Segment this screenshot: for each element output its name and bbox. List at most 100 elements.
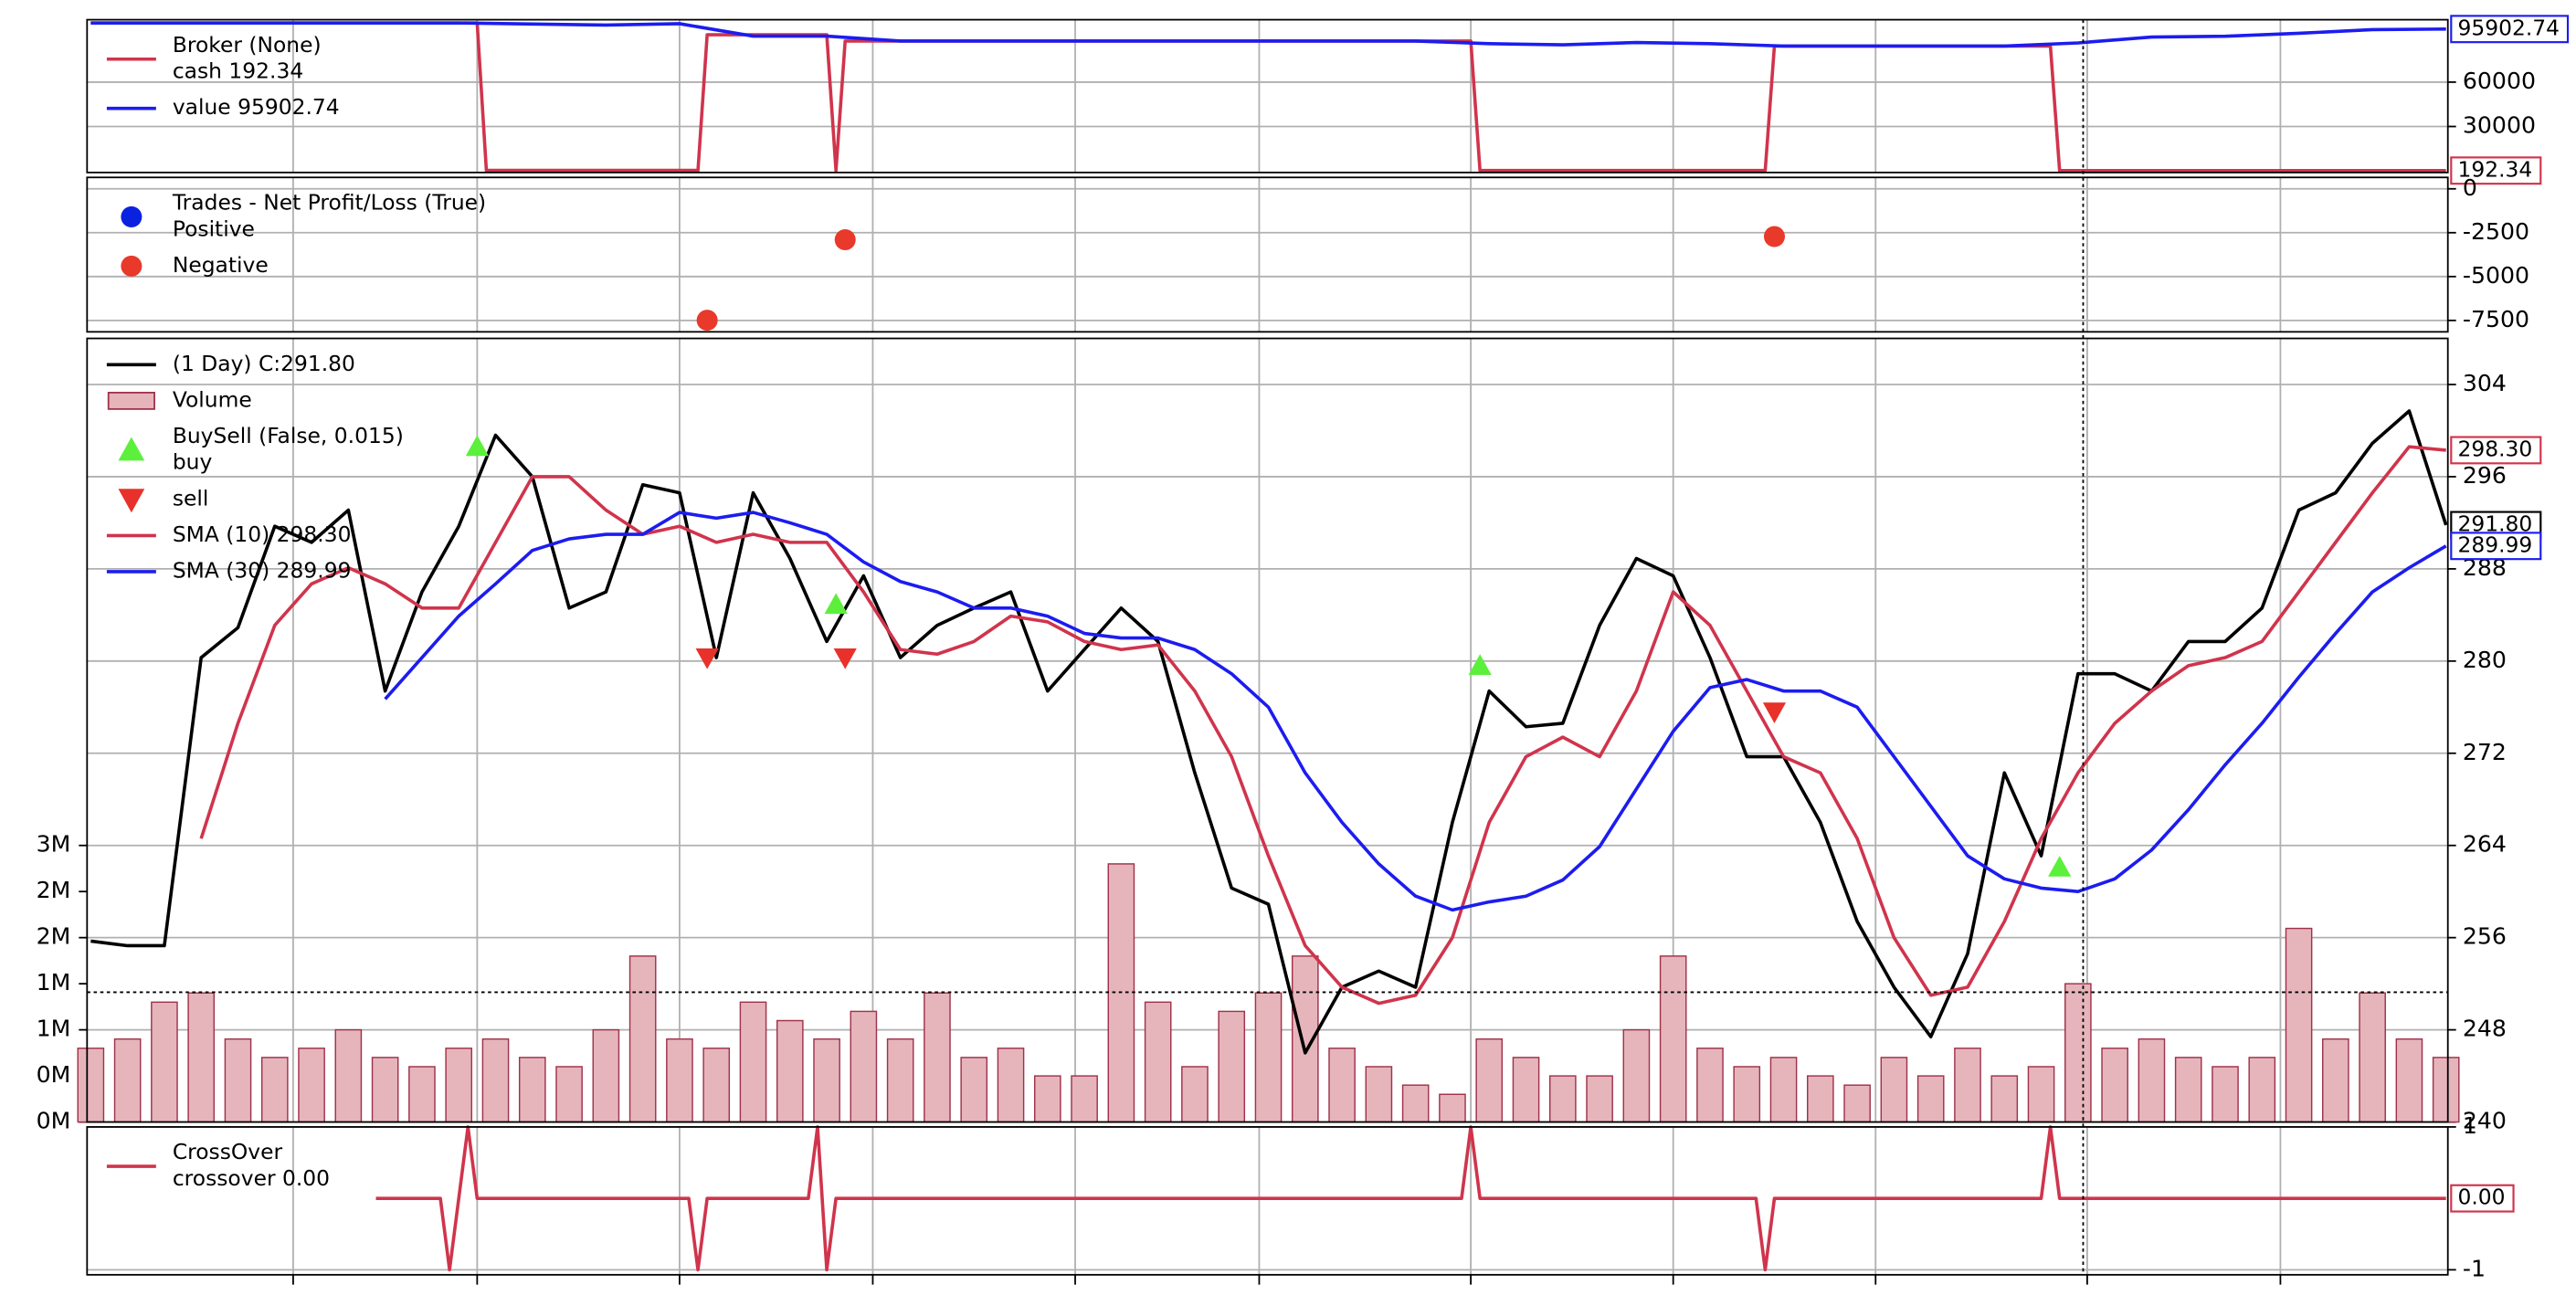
volume-bar (1990, 1075, 2019, 1123)
volume-bar (1071, 1075, 1098, 1123)
y-tick-label: 30000 (2463, 112, 2536, 139)
volume-bar (1549, 1075, 1577, 1123)
legend-label: Negative (173, 252, 269, 278)
y2-tick-label: 0M (37, 1061, 71, 1088)
volume-bar (1328, 1048, 1356, 1123)
y-tick-label: 60000 (2463, 68, 2536, 94)
legend-symbol (118, 489, 145, 513)
value-tag-box (2450, 532, 2542, 561)
legend-header: CrossOver (173, 1139, 283, 1164)
volume-bar (2101, 1048, 2128, 1123)
volume-bar (1916, 1075, 1945, 1123)
legend-label: SMA (10) 298.30 (173, 521, 352, 547)
y-tick-label: 296 (2463, 462, 2507, 489)
volume-bar (1843, 1084, 1871, 1123)
panel-frame (86, 1126, 2449, 1276)
legend-symbol (107, 392, 155, 410)
volume-bar (1769, 1057, 1798, 1123)
volume-bar (1218, 1010, 1246, 1123)
series-line (375, 1125, 2446, 1272)
legend-label: (1 Day) C:291.80 (173, 351, 355, 376)
volume-bar (886, 1037, 914, 1123)
y-tick-label: 0 (2463, 174, 2477, 201)
volume-bar (1439, 1093, 1466, 1123)
volume-bar (1880, 1057, 1908, 1123)
y-tick-label: 240 (2463, 1108, 2507, 1134)
volume-bar (1144, 1001, 1172, 1123)
volume-bar (997, 1048, 1025, 1123)
volume-bar (2322, 1037, 2349, 1123)
panel-frame (86, 176, 2449, 333)
volume-bar (481, 1037, 510, 1123)
plot-layer: 30000 60000 192.34 95902.74 Broker (None)cas… (37, 15, 2570, 1285)
y2-tick-label: 0M (37, 1108, 71, 1134)
legend-symbol (121, 255, 143, 277)
volume-bar (77, 1048, 105, 1123)
volume-bar (445, 1048, 473, 1123)
series-line (90, 409, 2448, 1055)
y-tick-label: 256 (2463, 923, 2507, 950)
panel-frame (86, 18, 2449, 174)
value-tag: 0.00 (2458, 1185, 2506, 1210)
y2-tick-label: 2M (37, 923, 71, 950)
volume-bar (628, 955, 657, 1123)
data-marker (696, 310, 718, 332)
volume-bar (224, 1037, 252, 1123)
data-marker (834, 228, 856, 250)
legend-label: buy (173, 449, 213, 475)
volume-bar (924, 992, 951, 1123)
legend-header: Broker (None) (173, 32, 322, 58)
y-tick-label: 280 (2463, 647, 2507, 673)
value-tag-box (2450, 156, 2542, 185)
volume-bar (1033, 1075, 1061, 1123)
volume-bar (2248, 1057, 2276, 1123)
legend-label: Volume (173, 386, 252, 412)
volume-bar (702, 1048, 731, 1123)
y2-tick-label: 1M (37, 1016, 71, 1042)
value-tag: 95902.74 (2458, 15, 2560, 40)
volume-bar (592, 1028, 620, 1123)
legend-label: SMA (30) 289.99 (173, 557, 352, 583)
data-marker (1762, 702, 1787, 723)
volume-bar (151, 1001, 178, 1123)
y-tick-label: -2500 (2463, 218, 2529, 245)
panel-frame (86, 337, 2449, 1123)
volume-bar (260, 1057, 289, 1123)
legend-label: Positive (173, 216, 255, 241)
data-marker (2048, 856, 2072, 877)
volume-bar (1475, 1037, 1504, 1123)
y2-tick-label: 3M (37, 831, 71, 858)
volume-bar (1659, 955, 1687, 1123)
value-tag: 298.30 (2458, 436, 2533, 461)
volume-bar (334, 1028, 363, 1123)
volume-bar (1181, 1066, 1209, 1123)
y-tick-label: 272 (2463, 739, 2507, 765)
series-line (199, 445, 2446, 1006)
volume-bar (1807, 1075, 1834, 1123)
volume-bar (408, 1066, 436, 1123)
legend-header: BuySell (False, 0.015) (173, 423, 404, 448)
y-tick-label: 1 (2463, 1112, 2477, 1139)
legend-label: sell (173, 485, 209, 511)
volume-bar (666, 1037, 693, 1123)
legend-symbol (121, 205, 143, 227)
legend-symbol (118, 437, 145, 461)
volume-bar (187, 992, 216, 1123)
volume-bar (298, 1048, 325, 1123)
volume-bar (2432, 1057, 2460, 1123)
legend-label: crossover 0.00 (173, 1165, 330, 1191)
y-tick-label: 264 (2463, 831, 2507, 858)
volume-bar (2064, 983, 2092, 1123)
y-tick-label: -5000 (2463, 262, 2529, 289)
volume-bar (2138, 1037, 2166, 1123)
volume-bar (1733, 1066, 1761, 1123)
volume-bar (2395, 1037, 2423, 1123)
y2-tick-label: 1M (37, 969, 71, 995)
volume-bar (518, 1057, 546, 1123)
data-marker (695, 648, 719, 669)
volume-bar (850, 1010, 878, 1123)
volume-bar (813, 1037, 840, 1123)
legend-label: value 95902.74 (173, 94, 340, 120)
volume-bar (1365, 1066, 1393, 1123)
volume-bar (776, 1019, 804, 1123)
